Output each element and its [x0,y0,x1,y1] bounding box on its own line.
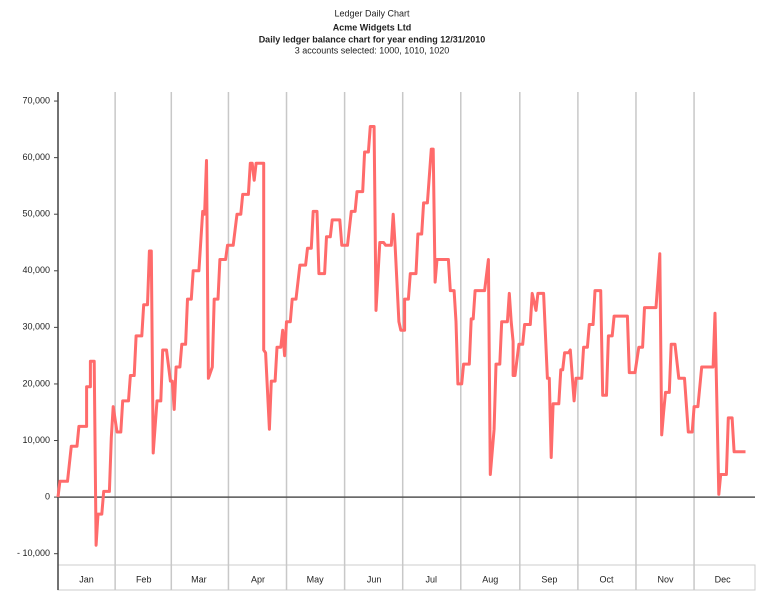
y-tick-label: 50,000 [22,209,50,219]
x-tick-label: Apr [251,574,265,584]
y-tick-label: 70,000 [22,95,50,105]
x-tick-label: Jun [367,574,382,584]
company-name: Acme Widgets Ltd [333,22,411,32]
y-tick-label: 20,000 [22,378,50,388]
x-tick-label: Sep [541,574,557,584]
y-tick-label: - 10,000 [17,548,50,558]
x-axis-band [57,564,756,591]
x-tick-label: Dec [715,574,732,584]
x-tick-label: Feb [136,574,152,584]
y-tick-label: 10,000 [22,435,50,445]
balance-line [56,125,746,547]
accounts-note: 3 accounts selected: 1000, 1010, 1020 [295,45,450,55]
y-tick-label: 30,000 [22,322,50,332]
y-tick-label: 60,000 [22,152,50,162]
chart-subtitle: Daily ledger balance chart for year endi… [259,34,486,44]
x-tick-label: Jul [425,574,437,584]
chart-title: Ledger Daily Chart [334,8,410,18]
x-tick-label: Jan [79,574,94,584]
y-tick-label: 40,000 [22,265,50,275]
x-tick-label: Nov [657,574,674,584]
x-tick-label: May [307,574,325,584]
x-tick-label: Mar [191,574,207,584]
x-tick-label: Aug [482,574,498,584]
y-tick-label: 0 [45,491,50,501]
x-tick-label: Oct [599,574,614,584]
